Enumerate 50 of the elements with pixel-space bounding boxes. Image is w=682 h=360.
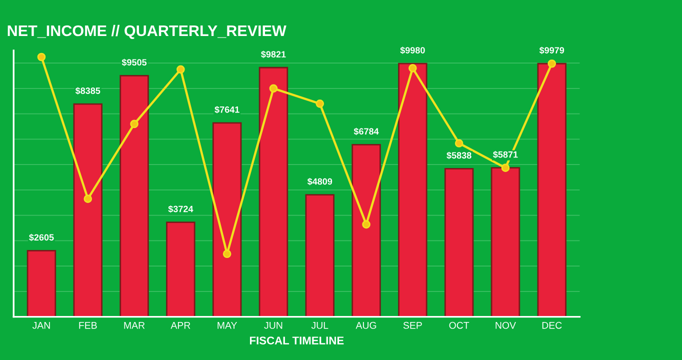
data-label: $2605 <box>29 234 54 242</box>
data-label: $8385 <box>75 87 100 95</box>
data-label: $6784 <box>354 128 379 136</box>
point <box>84 194 92 203</box>
x-tick-label: AUG <box>356 322 376 329</box>
bar <box>490 167 520 317</box>
x-axis-title: FISCAL TIMELINE <box>250 336 344 344</box>
x-tick-label: MAR <box>124 322 145 329</box>
point <box>222 250 232 258</box>
chart-title: NET_INCOME // QUARTERLY_REVIEW <box>8 24 286 40</box>
bar <box>166 222 196 317</box>
data-label: $4809 <box>307 178 332 186</box>
point <box>501 164 510 172</box>
x-tick-label: JUN <box>264 322 282 329</box>
x-tick-label: JUL <box>311 322 328 329</box>
bar <box>537 62 566 317</box>
point <box>176 65 185 74</box>
point <box>454 139 464 148</box>
x-tick-label: FEB <box>79 322 97 329</box>
x-tick-label: DEC <box>542 322 562 329</box>
bar <box>444 168 474 317</box>
point <box>362 220 370 229</box>
bar <box>73 103 102 317</box>
point <box>130 120 138 128</box>
data-label: $9980 <box>400 46 425 54</box>
point <box>269 84 278 93</box>
x-tick-label: OCT <box>449 322 470 329</box>
bar <box>352 144 381 317</box>
point <box>316 100 324 108</box>
x-tick-label: JAN <box>32 322 50 329</box>
data-label: $9979 <box>539 46 564 54</box>
bar <box>398 62 428 317</box>
x-tick-label: SEP <box>403 322 422 329</box>
point <box>548 59 556 68</box>
point <box>37 52 46 62</box>
x-tick-label: APR <box>170 322 190 329</box>
data-label: $9821 <box>261 50 286 58</box>
data-label: $5871 <box>493 150 518 158</box>
x-tick-label: NOV <box>496 322 516 329</box>
data-label: $7641 <box>214 106 240 114</box>
bar <box>258 66 288 317</box>
data-label: $9505 <box>122 58 147 66</box>
x-tick-label: MAY <box>218 322 238 329</box>
point <box>408 64 417 72</box>
bar <box>305 194 334 317</box>
bar <box>212 122 242 317</box>
bar <box>26 250 56 317</box>
data-label: $5838 <box>446 152 472 160</box>
bar <box>120 74 149 317</box>
data-label: $3724 <box>168 205 194 213</box>
